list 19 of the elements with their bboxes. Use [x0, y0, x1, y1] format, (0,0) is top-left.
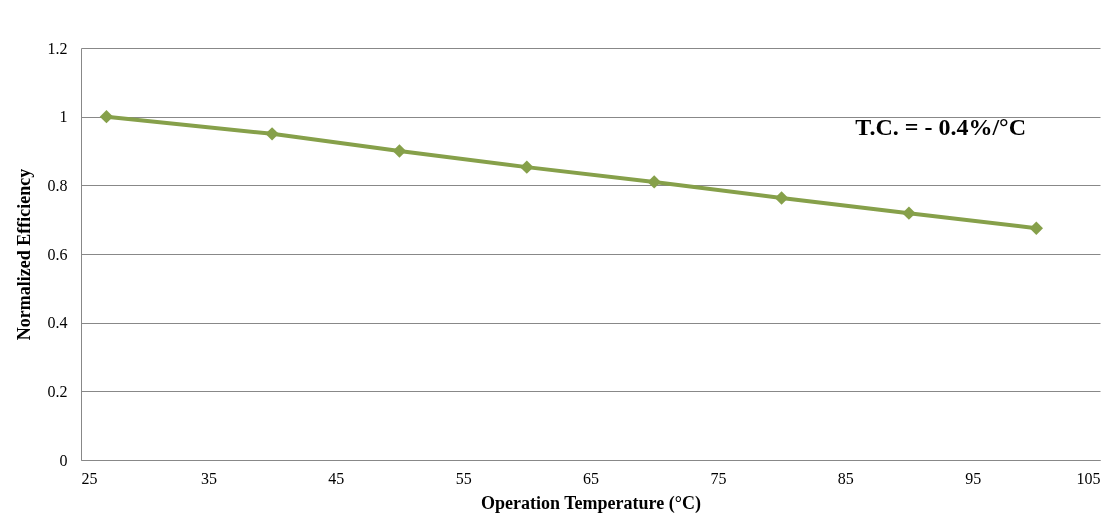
y-tick-label: 0.2	[47, 382, 68, 400]
y-tick-label: 0.4	[47, 314, 68, 332]
x-tick-label: 95	[965, 469, 982, 487]
x-tick-label: 85	[837, 469, 854, 487]
x-tick-label: 105	[1076, 469, 1101, 487]
y-tick-label: 0.6	[47, 245, 68, 263]
y-axis-title: Normalized Efficiency	[13, 168, 34, 341]
x-tick-label: 65	[583, 469, 599, 487]
y-tick-label: 0	[59, 451, 68, 469]
x-tick-label: 25	[81, 469, 98, 487]
x-tick-label: 35	[200, 469, 217, 487]
x-tick-label: 75	[710, 469, 727, 487]
x-tick-label: 45	[328, 469, 345, 487]
y-tick-label: 1.2	[47, 39, 68, 57]
x-tick-label: 55	[455, 469, 472, 487]
annotation: T.C. = - 0.4%/°C	[855, 114, 1026, 140]
y-tick-label: 0.8	[47, 176, 68, 194]
y-tick-label: 1	[59, 108, 68, 126]
x-axis-title: Operation Temperature (°C)	[481, 492, 701, 514]
